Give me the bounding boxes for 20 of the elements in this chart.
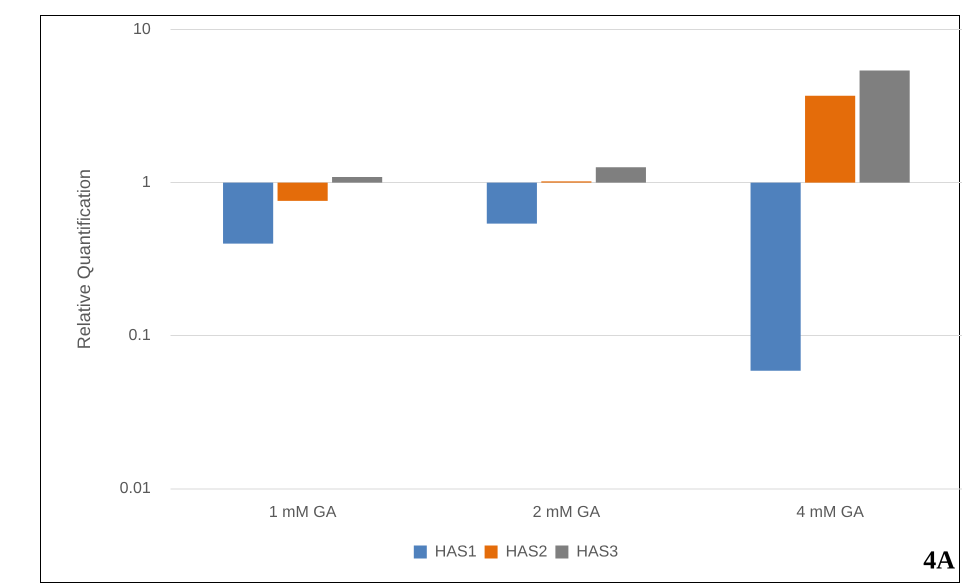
bar [223,182,274,244]
bar [486,182,537,224]
x-tick-label: 1 mM GA [268,504,337,521]
legend-label: HAS2 [506,543,548,560]
legend-label: HAS3 [576,543,618,560]
y-tick-label: 1 [142,174,151,192]
y-tick-label: 10 [132,21,151,38]
bar [332,176,382,183]
legend-label: HAS1 [434,543,477,560]
x-tick-label: 4 mM GA [796,504,864,521]
bar [278,182,328,201]
y-tick-label: 0.1 [128,327,151,344]
bar [805,96,856,183]
bar [596,167,646,183]
x-tick-label: 2 mM GA [532,504,600,521]
bar [860,70,910,183]
y-tick-label: 0.01 [120,480,151,498]
text: 4A [923,546,956,575]
y-axis-title: Relative Quantification [74,169,94,350]
bar [750,182,801,371]
